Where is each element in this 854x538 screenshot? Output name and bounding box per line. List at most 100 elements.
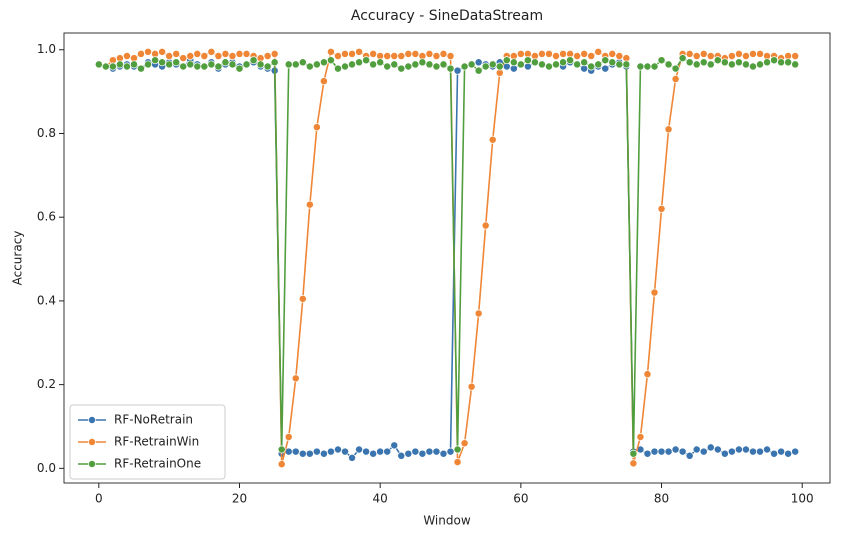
data-point: [643, 370, 652, 379]
data-point: [235, 49, 244, 58]
data-point: [270, 49, 279, 58]
x-tick-label: 60: [513, 492, 528, 506]
data-point: [312, 123, 321, 132]
data-point: [580, 58, 589, 67]
data-point: [756, 49, 764, 58]
data-point: [643, 449, 652, 458]
data-point: [228, 52, 237, 60]
data-point: [685, 451, 694, 460]
data-point: [341, 447, 349, 456]
data-point: [137, 64, 145, 73]
data-point: [334, 445, 342, 454]
data-point: [355, 445, 364, 454]
data-point: [179, 62, 188, 71]
data-point: [488, 60, 497, 69]
y-tick-label: 0.6: [37, 210, 56, 224]
data-point: [376, 447, 385, 456]
x-tick-label: 80: [654, 492, 669, 506]
data-point: [291, 374, 300, 383]
data-point: [439, 49, 448, 58]
data-point: [446, 52, 455, 60]
legend-label: RF-RetrainWin: [114, 435, 199, 449]
data-point: [207, 47, 216, 56]
data-point: [446, 447, 455, 456]
data-point: [770, 56, 779, 65]
data-point: [594, 60, 603, 69]
data-point: [305, 200, 314, 209]
x-tick-label: 0: [95, 492, 103, 506]
data-point: [629, 459, 638, 468]
data-point: [530, 58, 539, 67]
data-point: [720, 449, 729, 458]
data-point: [770, 449, 779, 458]
legend-box: [69, 404, 226, 480]
legend-marker: [88, 460, 96, 468]
data-point: [355, 58, 364, 67]
data-point: [460, 439, 469, 448]
data-point: [467, 382, 476, 391]
data-point: [376, 58, 385, 67]
data-point: [446, 64, 455, 73]
data-point: [756, 447, 764, 456]
data-point: [404, 62, 413, 71]
data-point: [749, 62, 757, 71]
data-point: [319, 77, 328, 86]
data-point: [706, 60, 715, 69]
data-point: [158, 58, 167, 67]
data-point: [115, 60, 124, 69]
data-point: [671, 75, 680, 83]
data-point: [516, 49, 525, 58]
data-point: [242, 60, 251, 69]
data-point: [791, 447, 800, 456]
data-point: [488, 135, 497, 144]
data-point: [383, 447, 392, 456]
data-point: [214, 62, 223, 71]
data-point: [657, 204, 666, 213]
series-line: [98, 57, 796, 454]
data-point: [348, 453, 356, 462]
data-point: [699, 58, 708, 67]
y-tick-label: 0.4: [37, 293, 56, 307]
data-point: [383, 62, 392, 71]
data-point: [390, 60, 399, 69]
data-point: [460, 62, 469, 71]
data-point: [235, 64, 244, 73]
data-point: [699, 447, 708, 456]
data-point: [277, 460, 286, 469]
data-point: [734, 49, 743, 58]
data-point: [207, 60, 216, 69]
data-point: [291, 447, 300, 456]
data-point: [720, 58, 729, 67]
data-point: [657, 56, 666, 65]
data-point: [151, 56, 160, 65]
data-point: [362, 56, 371, 65]
data-point: [334, 64, 342, 73]
data-point: [545, 62, 553, 71]
data-point: [608, 58, 617, 67]
data-point: [685, 58, 694, 67]
data-point: [418, 449, 427, 458]
data-point: [158, 47, 167, 56]
data-point: [685, 49, 694, 58]
data-point: [538, 60, 546, 69]
data-point: [298, 294, 307, 303]
data-point: [727, 60, 736, 69]
data-point: [369, 449, 378, 458]
data-point: [636, 433, 645, 441]
y-tick-label: 0.8: [37, 126, 56, 140]
data-point: [713, 56, 722, 65]
data-point: [425, 49, 434, 58]
data-point: [474, 58, 483, 67]
data-point: [397, 64, 406, 73]
data-point: [741, 60, 750, 69]
data-point: [221, 49, 230, 58]
data-point: [432, 52, 441, 60]
data-point: [369, 49, 378, 58]
data-point: [671, 64, 680, 73]
legend-marker: [88, 438, 96, 446]
data-point: [516, 60, 525, 69]
data-point: [474, 66, 483, 75]
data-point: [390, 441, 399, 450]
data-point: [397, 451, 406, 460]
data-point: [481, 221, 490, 230]
